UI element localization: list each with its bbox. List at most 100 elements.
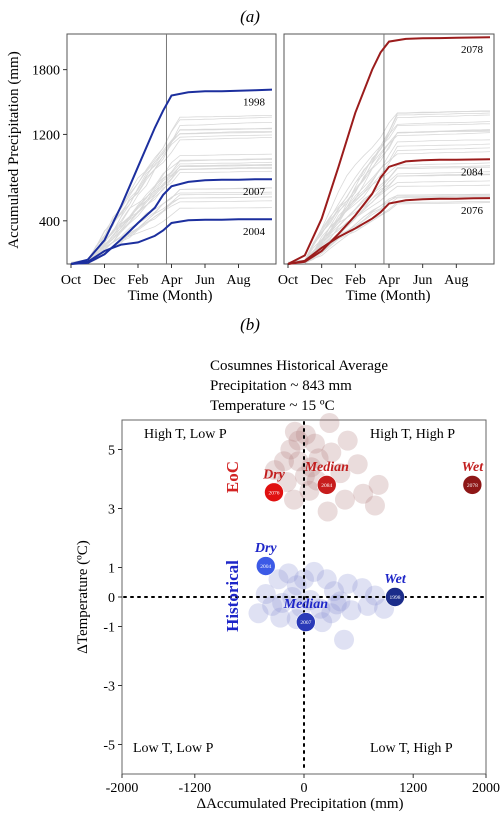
group-label-eoc: EoC xyxy=(223,461,242,493)
point-label-dry-eoc: Dry xyxy=(262,467,286,482)
background-series-line xyxy=(287,173,490,264)
eoc-background-point xyxy=(330,463,351,484)
panel-b-zero-lines xyxy=(123,421,485,773)
historical-background-point xyxy=(364,585,385,606)
group-label-historical: Historical xyxy=(223,560,242,632)
panel-a-left-frame xyxy=(66,33,277,265)
eoc-background-point xyxy=(321,442,342,463)
historical-background-point xyxy=(326,594,347,615)
eoc-background-point xyxy=(295,424,316,445)
historical-background-point xyxy=(270,607,291,628)
panel-b-ticks: -2000 -1200 0 1200 2000 -5 -3 -1 0 1 3 5 xyxy=(103,444,500,797)
y-tick-label: 1 xyxy=(108,562,115,577)
eoc-background-point xyxy=(353,483,374,504)
series-label-2084: 2084 xyxy=(461,166,484,178)
panel-b-y-axis-label: ΔTemperature (ºC) xyxy=(75,540,91,654)
series-line-2084 xyxy=(287,158,491,265)
subtitle-line-2: Precipitation ~ 843 mm xyxy=(210,378,352,394)
series-label-2078: 2078 xyxy=(461,44,484,56)
quadrant-top-left: High T, Low P xyxy=(144,427,227,442)
series-label-1998: 1998 xyxy=(243,97,266,109)
eoc-background-point xyxy=(280,439,301,460)
background-series-line xyxy=(70,164,273,264)
y-tick-label: 5 xyxy=(108,444,115,459)
point-label-wet-historical: Wet xyxy=(384,572,407,587)
background-series-line xyxy=(70,170,273,265)
x-tick-label: Aug xyxy=(444,273,468,288)
panel-a-y-axis-label: Accumulated Precipitation (mm) xyxy=(6,51,22,248)
background-series-line xyxy=(287,112,491,263)
x-tick-label: Oct xyxy=(61,273,81,288)
background-series-line xyxy=(287,166,491,264)
historical-background-point xyxy=(341,600,362,621)
point-label-median-eoc: Median xyxy=(304,460,350,475)
x-tick-label: Oct xyxy=(278,273,298,288)
x-tick-label: Apr xyxy=(378,273,400,288)
background-series-line xyxy=(70,187,273,265)
x-tick-label: Dec xyxy=(93,273,116,288)
background-series-line xyxy=(287,174,491,264)
panel-a-right-plot: 2078 2084 2076 xyxy=(287,34,491,265)
highlighted-point-2084 xyxy=(316,475,337,495)
eoc-background-point xyxy=(264,460,285,481)
panel-a: (a) 1998 2007 2004 2078 2084 2076 400 1200 180… xyxy=(6,7,495,304)
background-series-line xyxy=(70,115,273,264)
highlighted-point-2004 xyxy=(255,556,276,576)
subtitle-line-3: Temperature ~ 15 ºC xyxy=(210,398,335,414)
background-series-line xyxy=(287,184,491,264)
background-series-line xyxy=(288,151,491,264)
panel-a-left-x-axis-label: Time (Month) xyxy=(128,288,213,304)
eoc-background-point xyxy=(319,412,340,433)
point-year-2007: 2007 xyxy=(300,620,311,626)
y-tick-label: 0 xyxy=(108,591,115,606)
series-label-2007: 2007 xyxy=(243,186,266,198)
historical-background-point xyxy=(304,561,325,582)
historical-background-point xyxy=(352,578,373,599)
x-tick-label: Feb xyxy=(345,273,366,288)
historical-background-point xyxy=(321,603,342,624)
eoc-background-point xyxy=(283,489,304,510)
series-line-2078 xyxy=(287,36,491,265)
background-series-line xyxy=(70,164,273,264)
point-label-median-historical: Median xyxy=(283,597,329,612)
historical-background-point xyxy=(286,575,307,596)
series-line-2076 xyxy=(287,197,491,265)
historical-background-point xyxy=(255,584,276,605)
panel-b-label: (b) xyxy=(240,315,260,334)
panel-a-x-ticks: Oct Dec Feb Apr Jun Aug Oct Dec Feb Apr Jun Aug xyxy=(61,264,468,288)
background-series-line xyxy=(70,131,272,263)
historical-background-point xyxy=(248,603,269,624)
x-tick-label: 0 xyxy=(301,781,308,796)
eoc-background-point xyxy=(364,495,385,516)
historical-background-point xyxy=(268,569,289,590)
panel-b-background-points xyxy=(248,412,395,650)
eoc-background-point xyxy=(284,421,305,442)
point-year-2004: 2004 xyxy=(260,564,271,570)
x-tick-label: Apr xyxy=(161,273,183,288)
y-tick-label: 3 xyxy=(108,503,115,518)
background-series-line xyxy=(287,129,491,263)
background-series-line xyxy=(287,147,491,265)
eoc-background-point xyxy=(308,448,329,469)
panel-b-x-axis-label: ΔAccumulated Precipitation (mm) xyxy=(196,796,403,812)
highlighted-point-2007 xyxy=(296,612,316,632)
point-label-wet-eoc: Wet xyxy=(462,460,485,475)
background-series-line xyxy=(287,130,491,264)
point-year-2084: 2084 xyxy=(321,483,332,489)
highlighted-point-2076 xyxy=(264,482,284,503)
background-series-line xyxy=(287,121,491,264)
eoc-background-point xyxy=(294,466,315,487)
historical-background-point xyxy=(294,569,314,590)
eoc-background-point xyxy=(334,489,355,510)
historical-background-point xyxy=(312,612,333,633)
y-tick-label: 1800 xyxy=(32,64,60,79)
historical-background-point xyxy=(334,629,355,650)
x-tick-label: Dec xyxy=(310,273,333,288)
panel-b-highlighted-points: 2076 Dry 2084 Median 2078 Wet 2004 Dry 2007 Media… xyxy=(254,460,484,632)
highlighted-point-1998 xyxy=(385,587,405,607)
x-tick-label: Jun xyxy=(195,273,214,288)
series-line-2007 xyxy=(70,178,272,265)
point-year-2076: 2076 xyxy=(268,490,279,496)
x-tick-label: 1200 xyxy=(399,781,427,796)
panel-a-left-plot: 1998 2007 2004 xyxy=(70,34,273,265)
